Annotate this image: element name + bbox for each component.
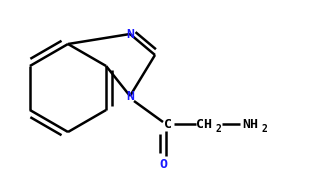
Text: N: N bbox=[126, 28, 134, 41]
Text: N: N bbox=[126, 90, 134, 102]
Text: CH: CH bbox=[196, 117, 212, 130]
Text: 2: 2 bbox=[215, 124, 221, 134]
Text: 2: 2 bbox=[261, 124, 267, 134]
Text: NH: NH bbox=[242, 117, 258, 130]
Text: O: O bbox=[159, 157, 167, 171]
Text: C: C bbox=[164, 117, 172, 130]
